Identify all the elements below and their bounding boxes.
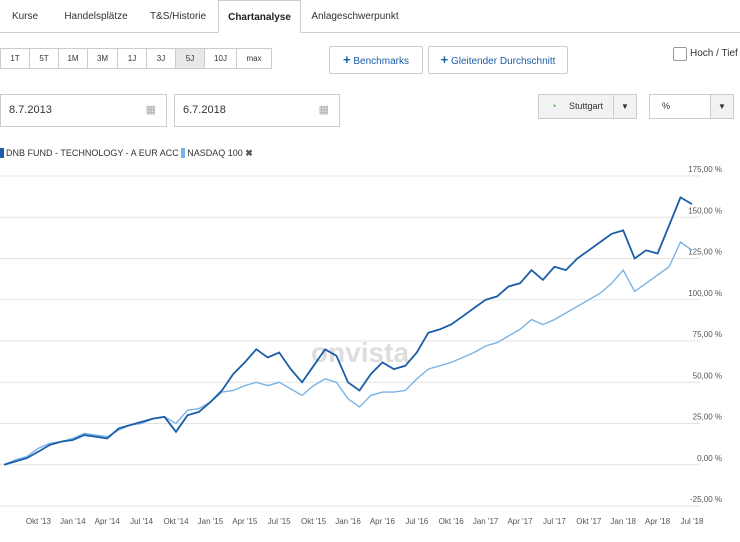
remove-icon[interactable]: ✖ — [245, 148, 253, 158]
y-tick-label: 100,00 % — [688, 289, 722, 298]
legend-entry[interactable]: DNB FUND - TECHNOLOGY - A EUR ACC — [0, 148, 179, 158]
dropdown-text: % — [662, 101, 671, 111]
y-tick-label: 0,00 % — [697, 454, 722, 463]
range-button[interactable]: 3M — [87, 48, 118, 69]
range-button[interactable]: max — [236, 48, 272, 69]
series-line — [3, 240, 693, 466]
checkbox[interactable] — [673, 47, 687, 61]
x-tick-label: Jul '16 — [405, 517, 428, 526]
x-tick-label: Jul '18 — [681, 517, 704, 526]
x-tick-label: Jan '14 — [60, 517, 86, 526]
plus-icon: + — [440, 52, 449, 67]
y-tick-label: 75,00 % — [693, 330, 722, 339]
tab-bar — [0, 0, 740, 33]
button-label: Benchmarks — [353, 56, 409, 67]
x-tick-label: Jan '17 — [473, 517, 499, 526]
dropdown-text: Stuttgart — [569, 101, 604, 111]
benchmarks-button[interactable]: + Benchmarks — [329, 46, 423, 74]
x-tick-label: Jul '14 — [130, 517, 153, 526]
date-from-input[interactable]: 8.7.2013 ▦ — [0, 94, 167, 127]
tab[interactable]: Kurse — [11, 11, 39, 22]
checkbox-label: Hoch / Tief — [690, 48, 738, 59]
x-tick-label: Okt '13 — [26, 517, 52, 526]
x-tick-label: Apr '14 — [95, 517, 121, 526]
x-tick-label: Okt '16 — [439, 517, 465, 526]
range-button[interactable]: 10J — [204, 48, 237, 69]
legend: DNB FUND - TECHNOLOGY - A EUR ACC NASDAQ… — [0, 148, 253, 159]
dropdown-arrow: ▼ — [613, 95, 636, 118]
plus-icon: + — [343, 52, 351, 67]
tab[interactable]: Anlageschwerpunkt — [311, 11, 399, 22]
dropdown-arrow: ▼ — [710, 95, 733, 118]
x-tick-label: Jan '18 — [610, 517, 636, 526]
x-tick-label: Apr '15 — [232, 517, 258, 526]
range-button[interactable]: 1M — [58, 48, 88, 69]
unit-dropdown[interactable]: % ▼ — [649, 94, 734, 119]
x-tick-label: Jan '16 — [335, 517, 361, 526]
x-tick-label: Jan '15 — [198, 517, 224, 526]
exchange-dropdown[interactable]: ◔ Stuttgart ▼ — [538, 94, 637, 119]
x-tick-label: Apr '17 — [507, 517, 533, 526]
y-tick-label: 175,00 % — [688, 165, 722, 174]
x-tick-label: Okt '15 — [301, 517, 327, 526]
series-line — [3, 196, 693, 466]
x-tick-label: Apr '16 — [370, 517, 396, 526]
x-tick-label: Jul '17 — [543, 517, 566, 526]
tab[interactable]: Handelsplätze — [64, 11, 128, 22]
moving-average-button[interactable]: + Gleitender Durchschnitt — [428, 46, 568, 74]
legend-entry[interactable]: NASDAQ 100 — [181, 148, 243, 158]
date-text: 8.7.2013 — [9, 104, 52, 116]
x-tick-label: Jul '15 — [268, 517, 291, 526]
y-tick-label: 25,00 % — [693, 413, 722, 422]
tab-active[interactable]: Chartanalyse — [218, 0, 301, 33]
x-tick-label: Okt '17 — [576, 517, 602, 526]
watermark: onvista — [311, 337, 409, 368]
y-tick-label: 50,00 % — [693, 371, 722, 380]
tab[interactable]: T&S/Historie — [149, 11, 207, 22]
y-tick-label: -25,00 % — [690, 495, 722, 504]
date-to-input[interactable]: 6.7.2018 ▦ — [174, 94, 340, 127]
x-tick-label: Apr '18 — [645, 517, 671, 526]
y-tick-label: 125,00 % — [688, 248, 722, 257]
calendar-icon: ▦ — [145, 104, 156, 116]
calendar-icon: ▦ — [318, 104, 329, 116]
x-tick-label: Okt '14 — [163, 517, 189, 526]
button-label: Gleitender Durchschnitt — [450, 56, 556, 67]
exchange-icon: ◔ — [551, 101, 557, 111]
date-text: 6.7.2018 — [183, 104, 226, 116]
y-tick-label: 150,00 % — [688, 206, 722, 215]
